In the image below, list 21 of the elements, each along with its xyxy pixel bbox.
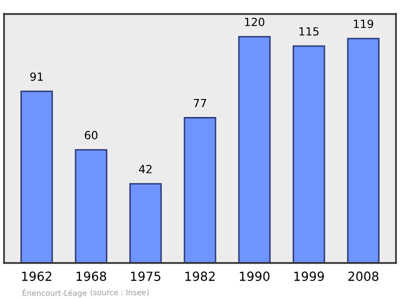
x-tick-label: 1975 [131,272,160,282]
bar [238,36,271,263]
x-tick-label: 1982 [185,272,215,282]
x-tick-label: 1999 [294,272,324,282]
x-tick-label: 1962 [22,272,52,282]
x-tick-label: 1968 [76,272,106,282]
bar [184,117,216,263]
data-label: 42 [139,164,152,174]
bar [20,90,53,263]
x-tick-label: 1990 [240,272,270,282]
data-label: 119 [354,20,374,28]
data-label: 115 [300,27,319,36]
data-label: 91 [30,72,43,81]
x-tick-label: 2008 [348,272,378,282]
bar [347,38,380,263]
bar [129,183,162,263]
bar [292,45,326,263]
bar [74,149,108,263]
data-label: 77 [194,99,206,108]
data-label: 120 [245,18,264,26]
data-label: 60 [84,130,98,140]
